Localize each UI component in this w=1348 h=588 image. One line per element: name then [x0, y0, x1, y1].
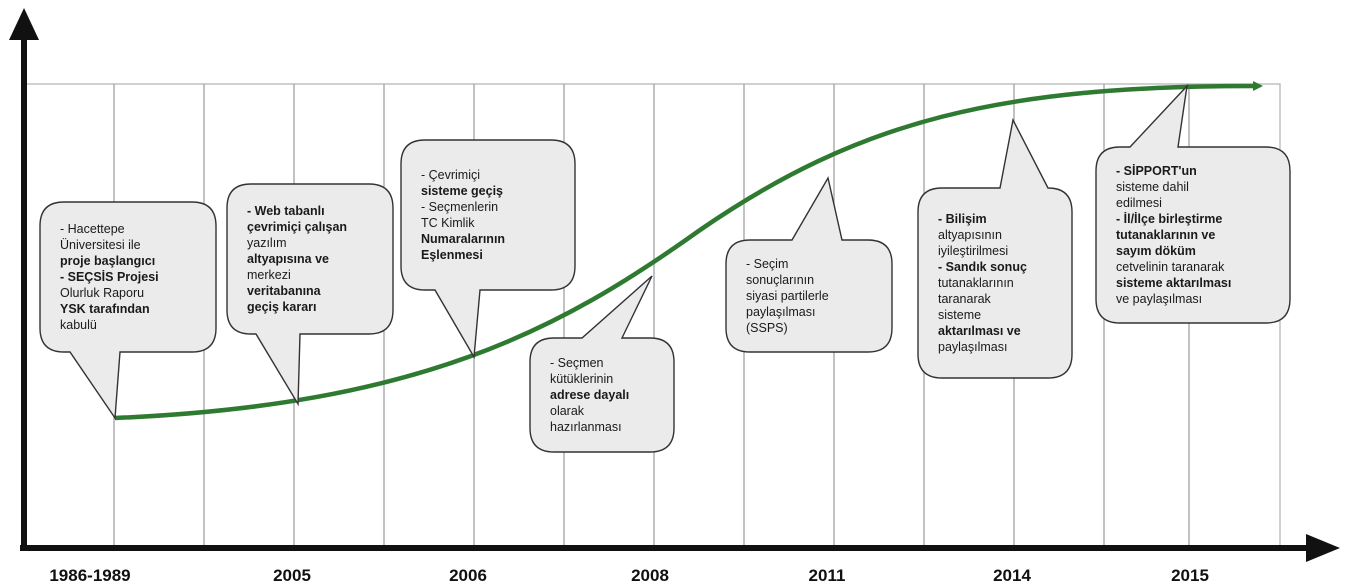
year-label: 2005	[273, 566, 311, 585]
callout-line: - SİPPORT'un	[1116, 163, 1197, 178]
callout-2014: - Bilişim altyapısının iyileştirilmesi - Sa…	[917, 117, 1073, 379]
callout-line: adrese dayalı	[550, 388, 629, 402]
year-label: 2011	[809, 566, 846, 585]
year-label: 2006	[449, 566, 487, 585]
callout-box	[400, 139, 576, 360]
callout-box	[226, 183, 394, 407]
axes	[9, 8, 1340, 562]
callout-2006: - Çevrimiçi sisteme geçiş - Seçmenlerin TC …	[400, 139, 576, 360]
callout-line: merkezi	[247, 268, 291, 282]
callout-line: veritabanına	[247, 284, 322, 298]
callout-line: Üniversitesi ile	[60, 238, 141, 252]
callout-line: sisteme aktarılması	[1116, 276, 1231, 290]
callout-line: siyasi partilerle	[746, 289, 829, 303]
callout-box	[39, 201, 217, 421]
callout-2011: - Seçim sonuçlarının siyasi partilerle payl…	[725, 176, 893, 353]
year-label: 2008	[631, 566, 669, 585]
callout-line: olarak	[550, 404, 585, 418]
callout-line: - Seçmenlerin	[421, 200, 498, 214]
callout-box	[529, 275, 675, 453]
callout-line: paylaşılması	[938, 340, 1007, 354]
callout-line: sisteme geçiş	[421, 184, 503, 198]
callout-line: - Seçim	[746, 257, 788, 271]
callouts: - Hacettepe Üniversitesi ile proje başlang…	[39, 83, 1291, 453]
callout-line: Olurluk Raporu	[60, 286, 144, 300]
callout-line: - Seçmen	[550, 356, 604, 370]
callout-line: kütüklerinin	[550, 372, 613, 386]
callout-box	[725, 176, 893, 353]
x-axis-arrowhead	[1306, 534, 1340, 562]
callout-2008: - Seçmen kütüklerinin adrese dayalı olarak h…	[529, 275, 675, 453]
callout-line: (SSPS)	[746, 321, 788, 335]
callout-line: - SEÇSİS Projesi	[60, 269, 159, 284]
callout-line: - Sandık sonuç	[938, 260, 1027, 274]
callout-line: iyileştirilmesi	[938, 244, 1008, 258]
callout-line: taranarak	[938, 292, 992, 306]
callout-line: sisteme	[938, 308, 981, 322]
callout-line: - Hacettepe	[60, 222, 125, 236]
callout-box	[917, 117, 1073, 379]
callout-1986-1989: - Hacettepe Üniversitesi ile proje başlang…	[39, 201, 217, 421]
callout-line: çevrimiçi çalışan	[247, 220, 347, 234]
callout-line: altyapısına ve	[247, 252, 329, 266]
callout-line: TC Kimlik	[421, 216, 475, 230]
callout-line: Eşlenmesi	[421, 248, 483, 262]
year-label: 2015	[1171, 566, 1209, 585]
callout-box	[1095, 83, 1291, 324]
callout-line: sisteme dahil	[1116, 180, 1189, 194]
callout-line: paylaşılması	[746, 305, 815, 319]
callout-line: - Çevrimiçi	[421, 168, 480, 182]
callout-line: - Bilişim	[938, 212, 987, 226]
year-label: 1986-1989	[49, 566, 130, 585]
callout-line: ve paylaşılması	[1116, 292, 1202, 306]
callout-line: geçiş kararı	[247, 300, 317, 314]
callout-line: yazılım	[247, 236, 287, 250]
callout-line: kabulü	[60, 318, 97, 332]
callout-line: proje başlangıcı	[60, 254, 155, 268]
callout-2015: - SİPPORT'un sisteme dahil edilmesi- İl/İl…	[1095, 83, 1291, 324]
callout-line: altyapısının	[938, 228, 1002, 242]
callout-line: tutanaklarının	[938, 276, 1014, 290]
year-labels: 1986-1989 2005 2006 2008 2011 2014 2015	[49, 566, 1209, 585]
callout-line: - İl/İlçe birleştirme	[1116, 211, 1222, 226]
callout-line: sayım döküm	[1116, 244, 1196, 258]
growth-curve	[114, 81, 1263, 421]
callout-line: edilmesi	[1116, 196, 1162, 210]
callout-line: tutanaklarının ve	[1116, 228, 1215, 242]
year-label: 2014	[993, 566, 1031, 585]
callout-line: aktarılması ve	[938, 324, 1021, 338]
callout-line: - Web tabanlı	[247, 204, 325, 218]
callout-line: Numaralarının	[421, 232, 505, 246]
callout-line: sonuçlarının	[746, 273, 814, 287]
callout-line: cetvelinin taranarak	[1116, 260, 1225, 274]
y-axis-arrowhead	[9, 8, 39, 40]
callout-line: hazırlanması	[550, 420, 622, 434]
callout-line: YSK tarafından	[60, 302, 150, 316]
callout-2005: - Web tabanlı çevrimiçi çalışan yazılım alt…	[226, 183, 394, 407]
